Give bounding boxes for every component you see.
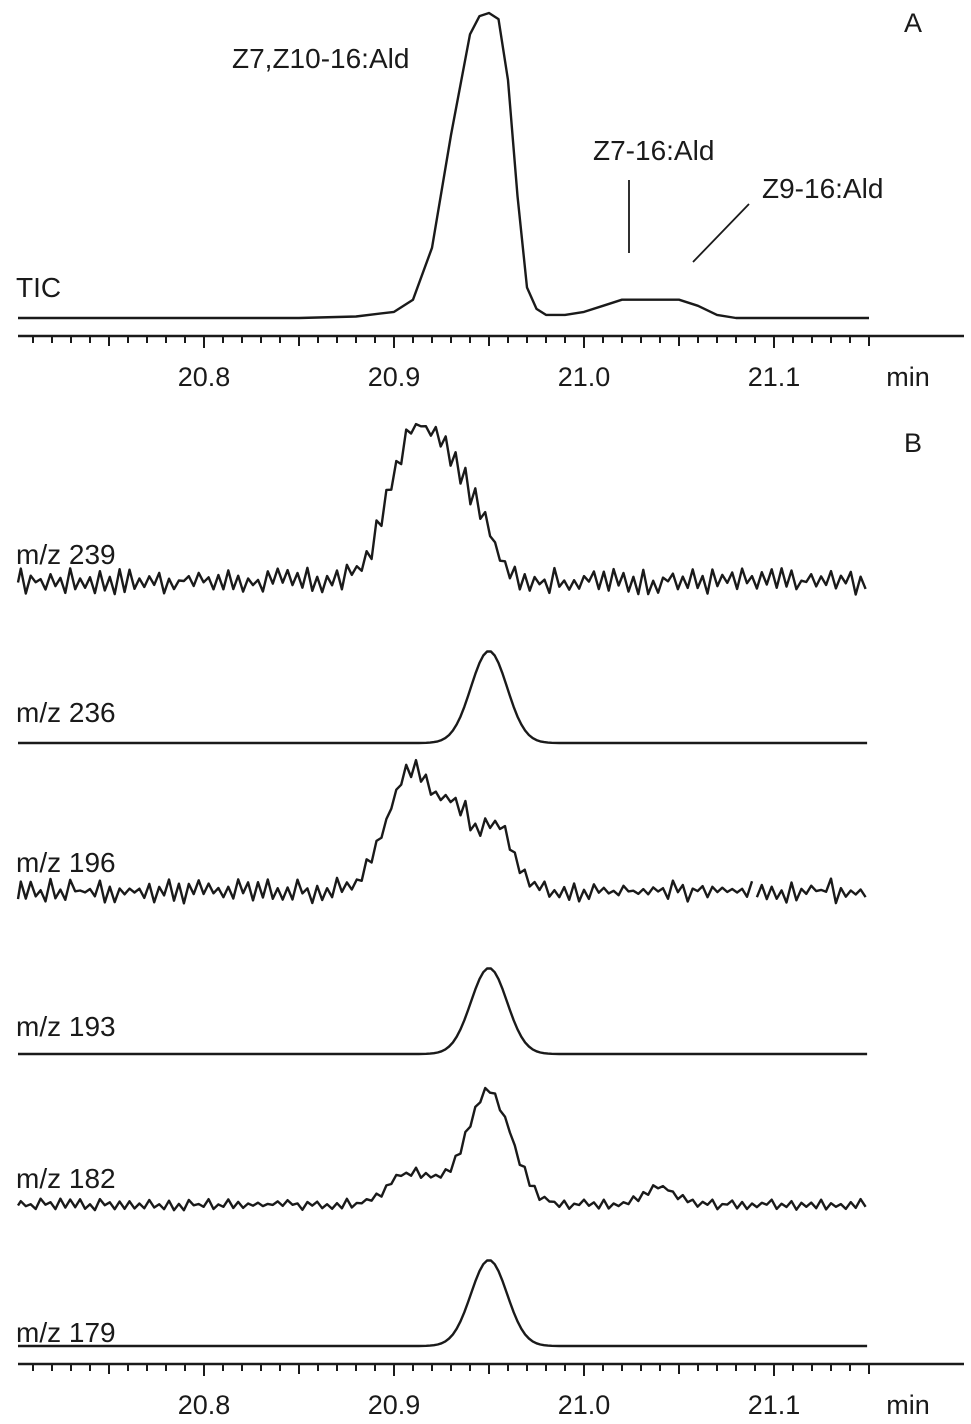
label-mz239: m/z 239: [16, 539, 116, 570]
x-tick-label-b-2: 20.9: [368, 1390, 421, 1420]
trace-mz236: [18, 650, 868, 745]
x-tick-label-b-4: 21.1: [748, 1390, 801, 1420]
label-mz179: m/z 179: [16, 1317, 116, 1348]
label-mz196: m/z 196: [16, 847, 116, 878]
annotation-z9: Z9-16:Ald: [762, 173, 883, 204]
x-tick-label-b-3: 21.0: [558, 1390, 611, 1420]
trace-mz182: [16, 1086, 867, 1212]
label-mz193: m/z 193: [16, 1011, 116, 1042]
tic-label: TIC: [16, 272, 61, 303]
label-mz236: m/z 236: [16, 697, 116, 728]
x-axis-b: 20.8 20.9 21.0 21.1 min: [18, 1362, 964, 1420]
x-axis-a: 20.8 20.9 21.0 21.1 min: [18, 334, 964, 392]
panel-a-label: A: [904, 8, 922, 38]
x-tick-label-a-2: 20.9: [368, 362, 421, 392]
trace-mz196: [16, 758, 867, 905]
trace-mz179: [18, 1259, 868, 1348]
label-mz182: m/z 182: [16, 1163, 116, 1194]
panel-a: A TIC Z7,Z10-16:Ald Z7-16:Ald Z9-16:Ald …: [16, 8, 964, 392]
panel-b-label: B: [904, 428, 922, 458]
x-tick-label-a-4: 21.1: [748, 362, 801, 392]
x-axis-ticks-b: [32, 1364, 870, 1376]
x-unit-label-a: min: [886, 362, 930, 392]
x-tick-label-a-3: 21.0: [558, 362, 611, 392]
trace-mz193: [18, 967, 868, 1056]
panel-b: B m/z 239 m/z 236 m/z 196 m/z 193 m/z 18…: [16, 422, 964, 1420]
x-tick-label-a-1: 20.8: [178, 362, 231, 392]
annotation-z7z10: Z7,Z10-16:Ald: [232, 43, 409, 74]
annotation-z7: Z7-16:Ald: [593, 135, 714, 166]
tic-trace: [18, 11, 869, 320]
x-axis-ticks-a: [32, 336, 870, 348]
x-tick-label-b-1: 20.8: [178, 1390, 231, 1420]
trace-mz239: [16, 422, 867, 596]
annotation-z9-leader: [692, 203, 750, 263]
x-unit-label-b: min: [886, 1390, 930, 1420]
